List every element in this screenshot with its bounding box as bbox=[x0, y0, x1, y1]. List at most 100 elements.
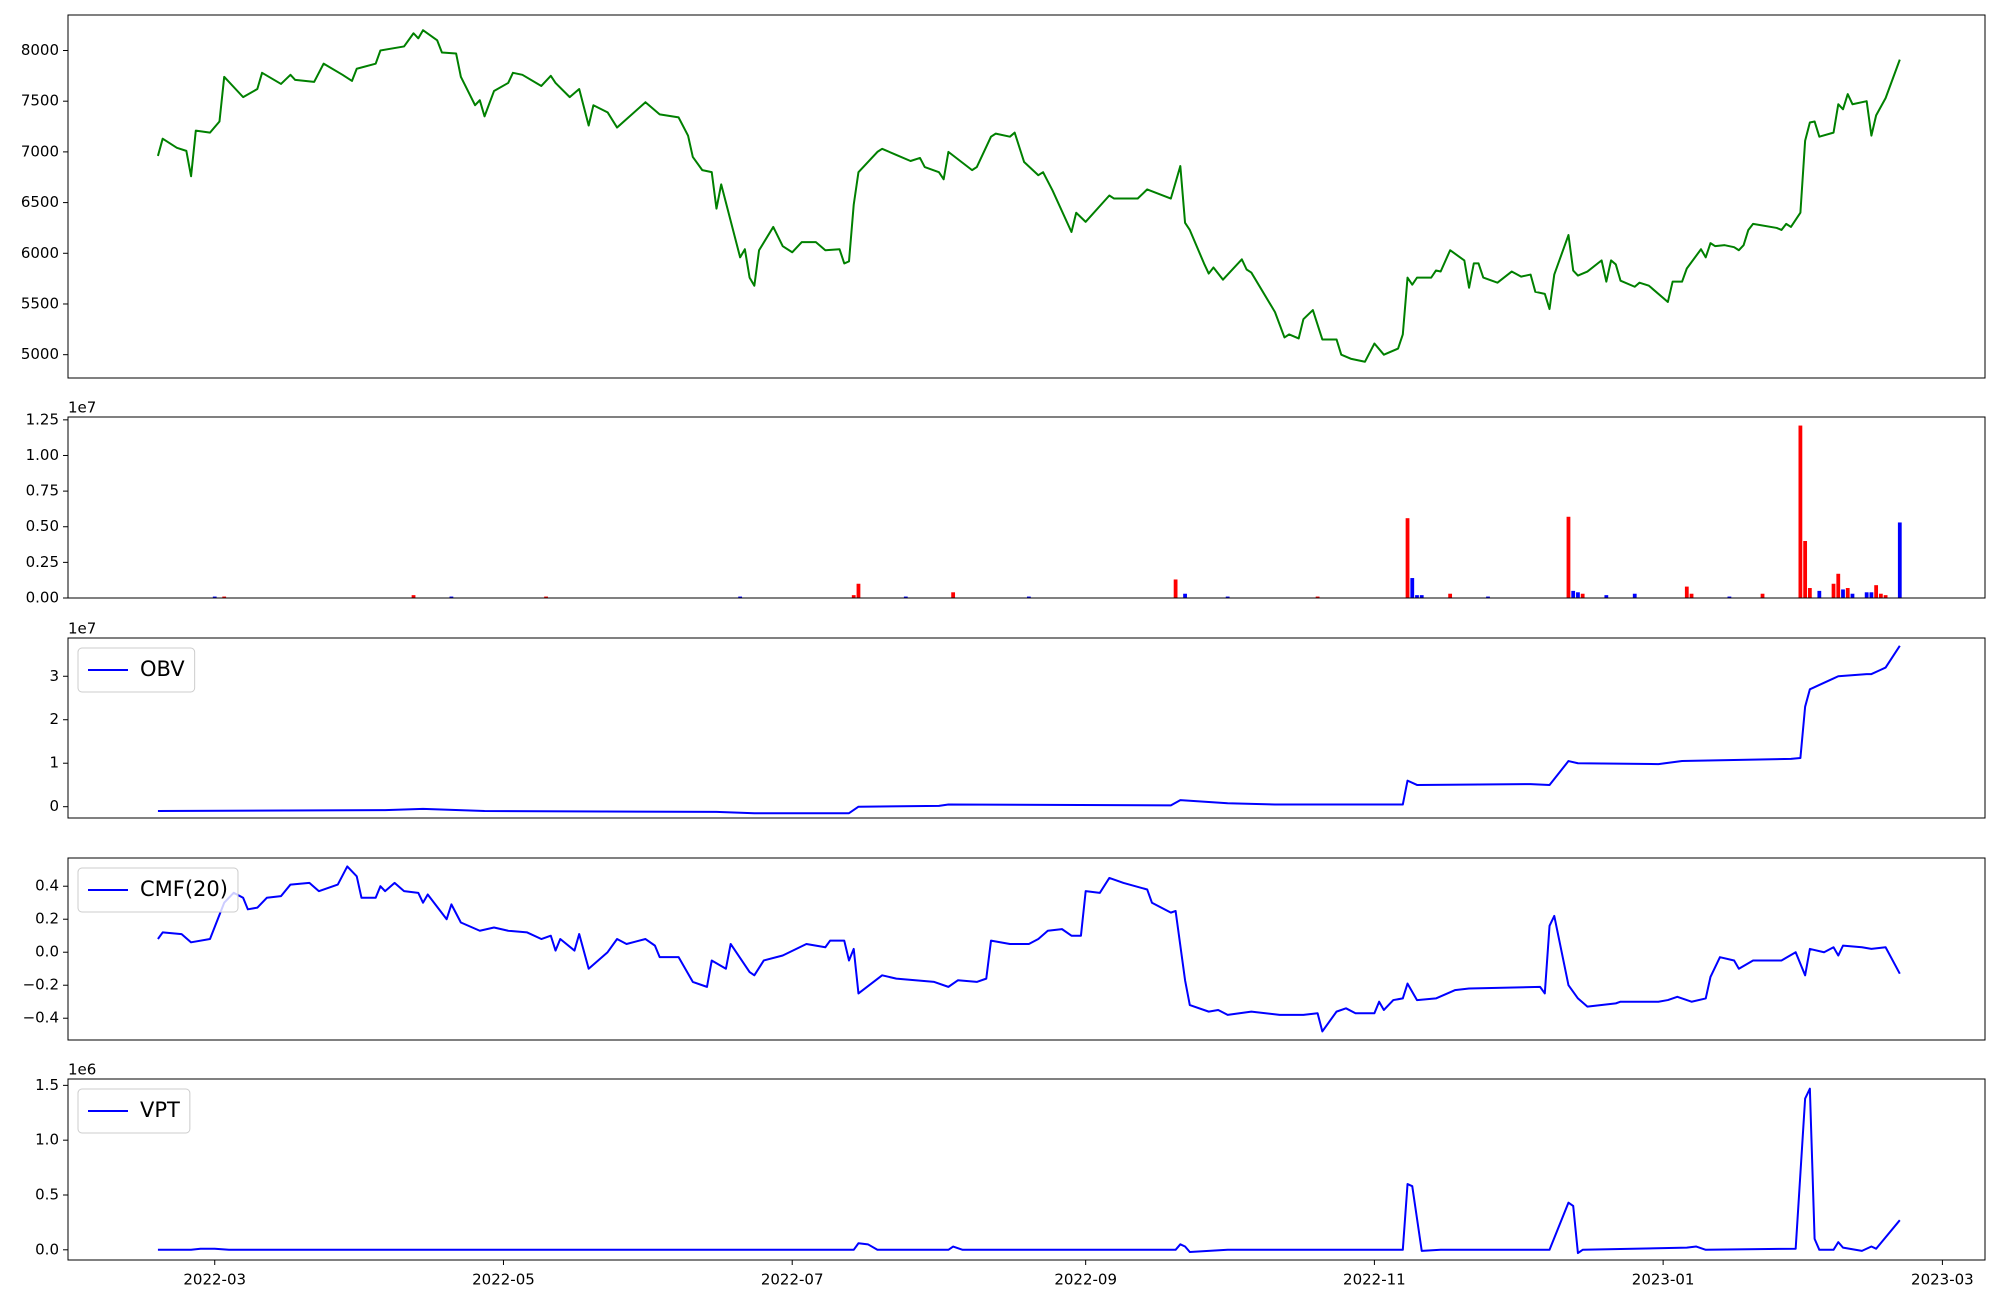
bar bbox=[1571, 590, 1576, 598]
y-tick-label: 0.50 bbox=[26, 517, 59, 535]
x-tick-label: 2022-03 bbox=[183, 1271, 246, 1289]
bar bbox=[1869, 592, 1874, 598]
bar bbox=[1183, 593, 1187, 598]
line bbox=[157, 865, 1901, 1033]
bar bbox=[1486, 596, 1490, 598]
bar bbox=[1405, 518, 1410, 598]
bar bbox=[851, 595, 856, 598]
axes-frame bbox=[67, 416, 1986, 599]
bar bbox=[1831, 583, 1836, 598]
bar bbox=[1315, 596, 1320, 598]
axes-frame bbox=[67, 14, 1986, 379]
y-tick-label: 0.2 bbox=[35, 910, 59, 928]
bar bbox=[1727, 596, 1732, 598]
plot-area bbox=[157, 865, 1901, 1033]
legend-label: VPT bbox=[140, 1098, 180, 1122]
panel: 0.0 0.5 1.0 1.5 2022-03 2022-05 2022-07 2022-09… bbox=[35, 1061, 1986, 1289]
bar bbox=[1576, 592, 1580, 598]
line bbox=[157, 1087, 1901, 1255]
y-tick-label: 6000 bbox=[21, 244, 59, 262]
x-tick-label: 2023-03 bbox=[1911, 1271, 1974, 1289]
y-tick-label: 0.75 bbox=[26, 482, 59, 500]
y-tick-label: −0.2 bbox=[23, 976, 59, 994]
y-tick-label: 7500 bbox=[21, 92, 59, 110]
axes-frame bbox=[67, 637, 1986, 819]
bar bbox=[1883, 595, 1888, 598]
plot-area bbox=[157, 645, 1901, 815]
bar bbox=[1845, 588, 1850, 598]
y-tick-label: 0.25 bbox=[26, 553, 59, 571]
bar bbox=[1850, 593, 1855, 598]
offset-label: 1e7 bbox=[68, 620, 96, 638]
bar bbox=[738, 596, 743, 598]
legend: VPT bbox=[77, 1088, 191, 1134]
axes-frame bbox=[67, 857, 1986, 1041]
panel: 0.00 0.25 0.50 0.75 1.00 1.25 1e7 bbox=[26, 399, 1986, 607]
bar bbox=[1225, 596, 1230, 598]
y-tick-label: 0.4 bbox=[35, 877, 59, 895]
legend-label: OBV bbox=[140, 657, 185, 681]
y-tick-label: 7000 bbox=[21, 142, 59, 160]
bar bbox=[449, 596, 454, 598]
x-tick-label: 2022-05 bbox=[472, 1271, 535, 1289]
plot-area bbox=[212, 425, 1902, 598]
y-tick-label: 1.25 bbox=[26, 410, 59, 428]
panel: 5000 5500 6000 6500 7000 7500 8000 bbox=[21, 14, 1986, 379]
y-tick-label: 1.00 bbox=[26, 446, 59, 464]
line bbox=[156, 29, 1901, 363]
legend-box bbox=[77, 1088, 191, 1134]
legend: OBV bbox=[77, 647, 196, 693]
bar bbox=[1419, 595, 1424, 598]
bar bbox=[1798, 425, 1803, 598]
y-tick-label: 1.0 bbox=[35, 1131, 59, 1149]
panel: −0.4 −0.2 0.0 0.2 0.4 CMF(20) bbox=[23, 857, 1986, 1041]
x-tick-label: 2022-11 bbox=[1343, 1271, 1406, 1289]
bar bbox=[1897, 522, 1902, 598]
bar bbox=[1817, 590, 1822, 598]
legend-box bbox=[77, 647, 196, 693]
offset-label: 1e6 bbox=[68, 1061, 96, 1079]
bar bbox=[1415, 595, 1419, 598]
bar bbox=[1026, 596, 1031, 598]
plot-area bbox=[157, 1087, 1901, 1255]
plot-area bbox=[156, 29, 1901, 363]
axes-frame bbox=[67, 1078, 1986, 1261]
x-tick-label: 2022-07 bbox=[761, 1271, 824, 1289]
legend-box bbox=[77, 867, 239, 913]
bar bbox=[1689, 593, 1694, 598]
bar bbox=[1807, 588, 1812, 598]
line bbox=[157, 645, 1901, 815]
y-tick-label: 6500 bbox=[21, 193, 59, 211]
legend-label: CMF(20) bbox=[140, 877, 228, 901]
bar bbox=[544, 596, 548, 598]
y-tick-label: 3 bbox=[49, 667, 59, 685]
bar bbox=[951, 592, 956, 598]
bar bbox=[222, 596, 227, 598]
y-tick-label: 2 bbox=[49, 710, 59, 728]
legend: CMF(20) bbox=[77, 867, 239, 913]
y-tick-label: −0.4 bbox=[23, 1009, 59, 1027]
bar bbox=[1760, 593, 1765, 598]
y-tick-label: 8000 bbox=[21, 41, 59, 59]
bar bbox=[411, 595, 416, 598]
bar bbox=[1566, 516, 1571, 598]
bar bbox=[1864, 592, 1869, 598]
bar bbox=[1836, 573, 1841, 598]
bar bbox=[1874, 585, 1879, 598]
y-tick-label: 0.00 bbox=[26, 589, 59, 607]
bar bbox=[1684, 586, 1689, 598]
x-tick-label: 2023-01 bbox=[1632, 1271, 1695, 1289]
bar bbox=[1841, 589, 1845, 598]
panel: 0 1 2 3 1e7 OBV bbox=[49, 620, 1986, 819]
bar bbox=[856, 583, 861, 598]
y-tick-label: 0.5 bbox=[35, 1185, 59, 1203]
y-tick-label: 0.0 bbox=[35, 943, 59, 961]
y-tick-label: 5000 bbox=[21, 345, 59, 363]
bar bbox=[1803, 540, 1808, 598]
bar bbox=[1448, 593, 1453, 598]
y-tick-label: 1 bbox=[49, 754, 59, 772]
y-tick-label: 0 bbox=[49, 797, 59, 815]
bar bbox=[1173, 579, 1178, 598]
